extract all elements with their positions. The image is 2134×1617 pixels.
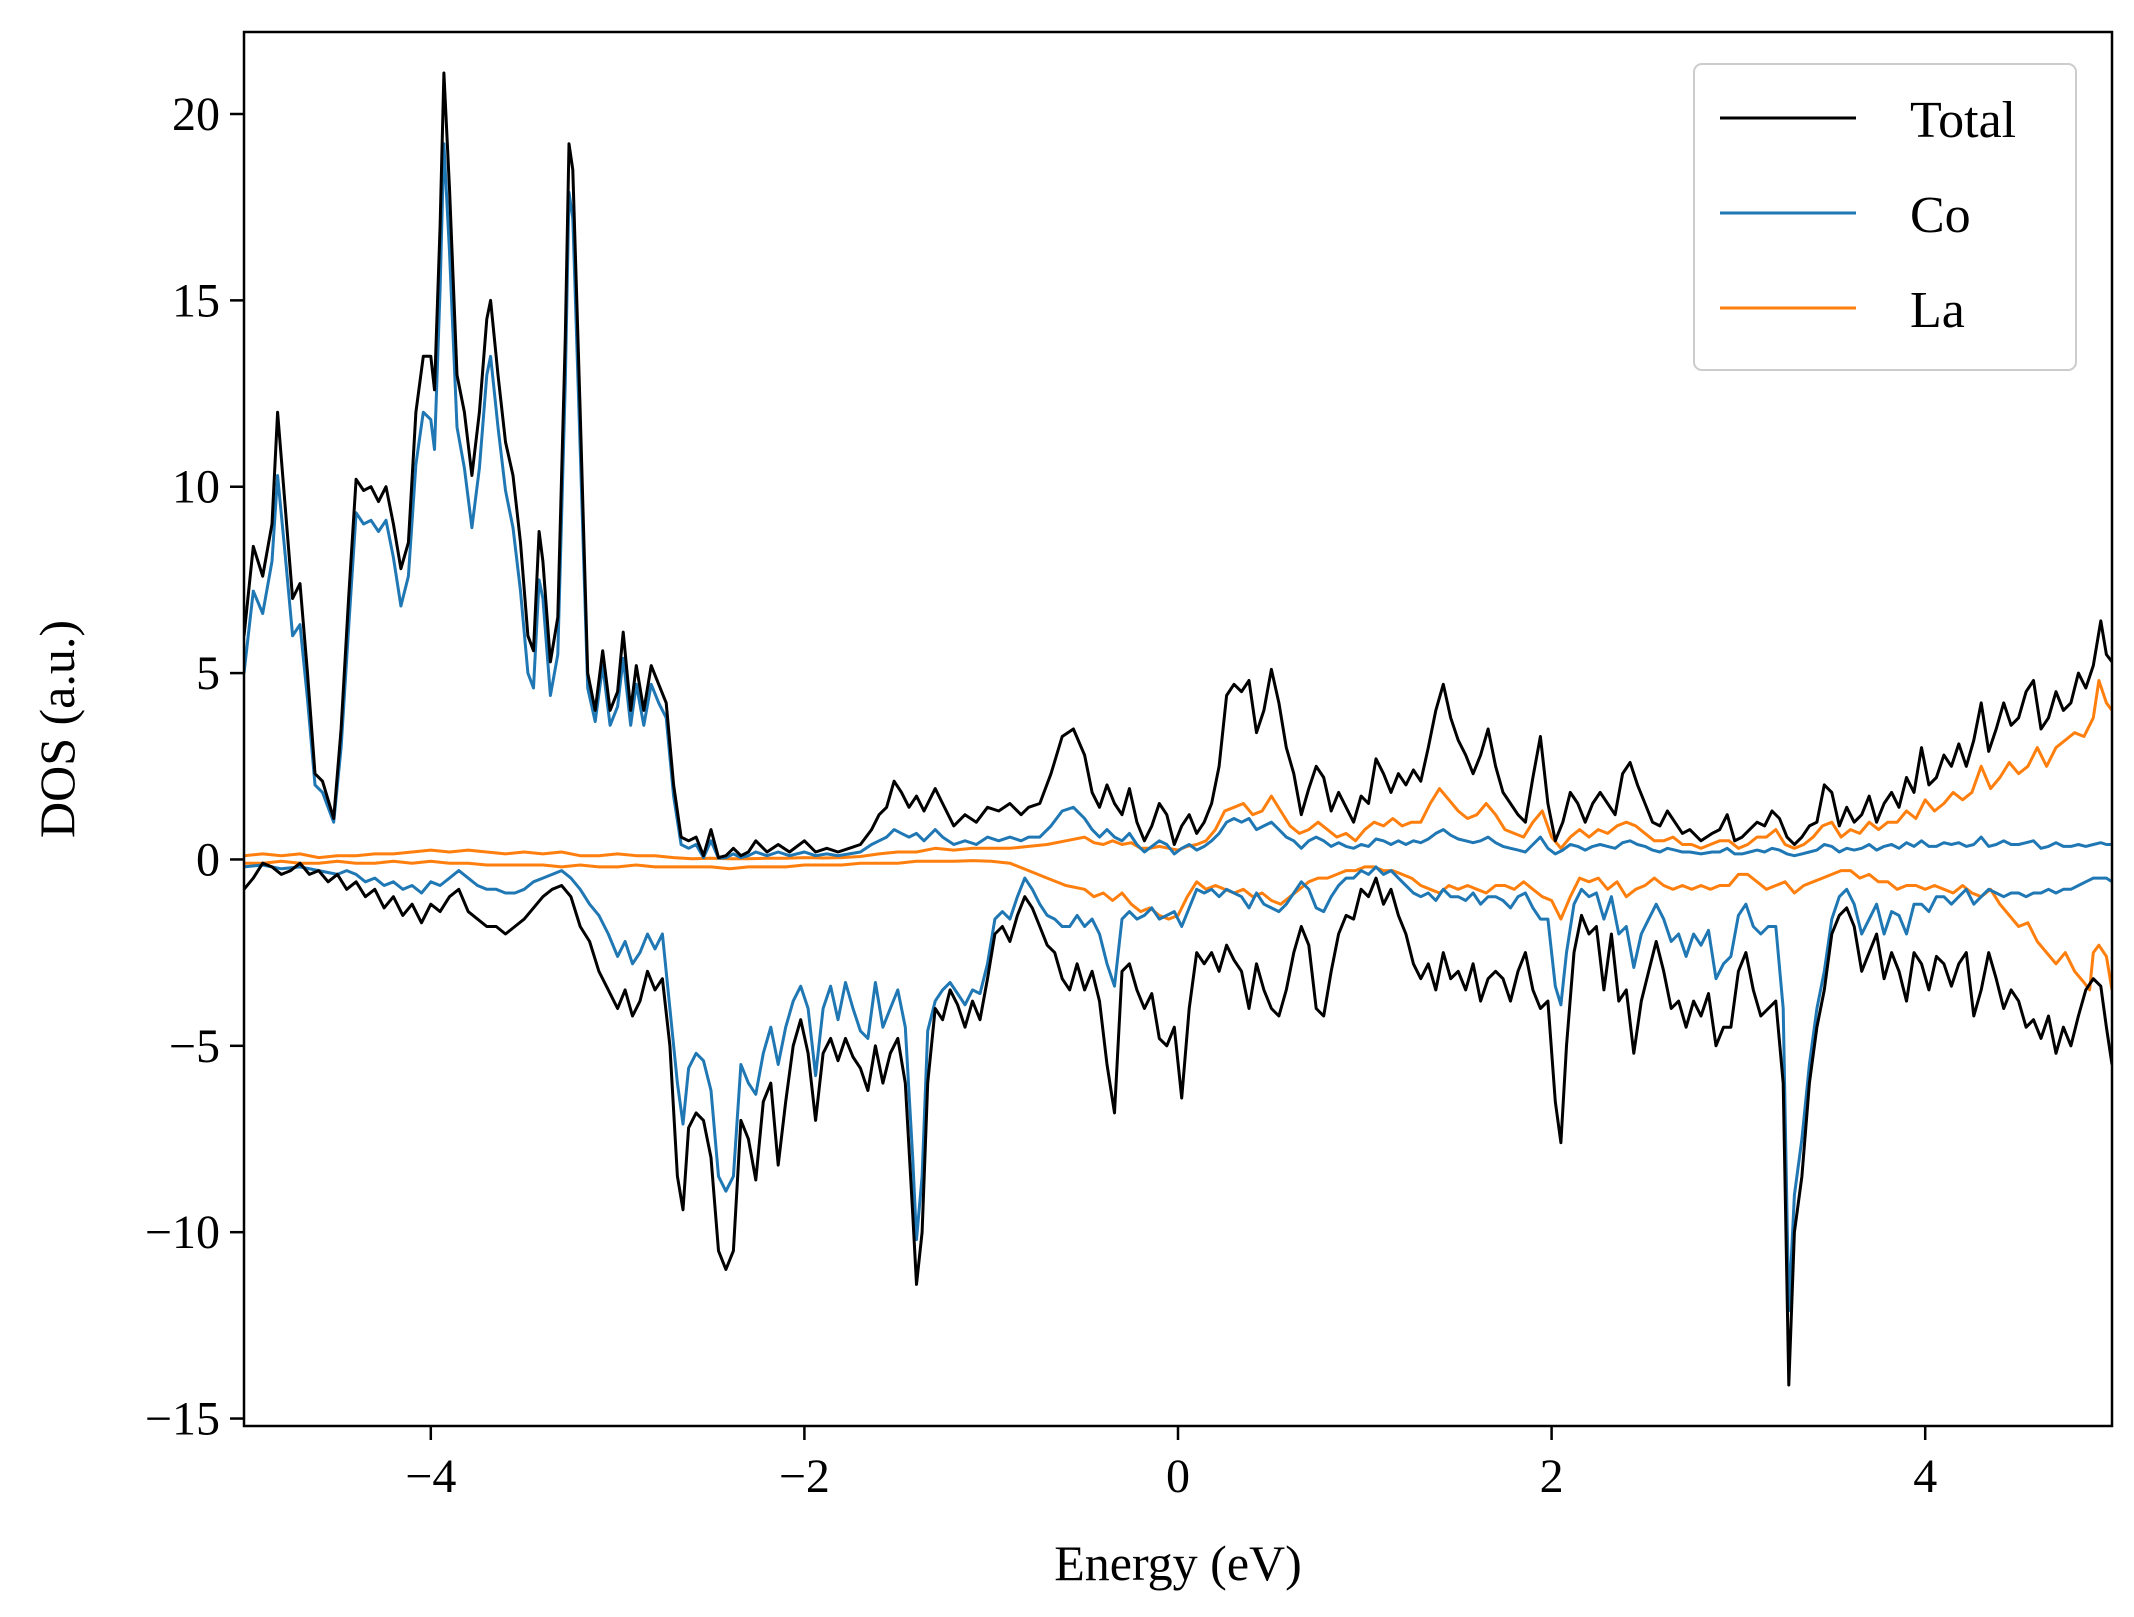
series-la-spin-up — [244, 679, 2112, 861]
y-tick-label: 20 — [172, 88, 220, 141]
y-tick-label: 15 — [172, 274, 220, 327]
x-tick-label: 4 — [1913, 1450, 1937, 1503]
x-tick-label: −4 — [405, 1450, 456, 1503]
y-tick-label: 5 — [196, 647, 220, 700]
y-tick-label: −15 — [145, 1393, 220, 1446]
y-axis-label: DOS (a.u.) — [29, 620, 85, 838]
y-tick-label: 10 — [172, 461, 220, 514]
series-total-spin-down — [244, 861, 2112, 1387]
legend-label-co: Co — [1910, 187, 1971, 244]
x-axis: −4 −2 0 2 4 — [405, 1426, 1937, 1503]
y-tick-label: 0 — [196, 833, 220, 886]
series-co-spin-down — [244, 863, 2112, 1312]
y-axis: −15 −10 −5 0 5 10 15 20 — [145, 88, 244, 1446]
x-tick-label: 2 — [1540, 1450, 1564, 1503]
series-la-spin-down — [244, 859, 2112, 992]
legend: Total Co La — [1693, 63, 2077, 371]
series-layer — [244, 71, 2112, 1387]
legend-label-la: La — [1910, 282, 1965, 339]
x-tick-label: 0 — [1166, 1450, 1190, 1503]
y-tick-label: −10 — [145, 1206, 220, 1259]
x-axis-label: Energy (eV) — [1054, 1535, 1302, 1591]
legend-box — [1693, 63, 2077, 371]
x-tick-label: −2 — [779, 1450, 830, 1503]
y-tick-label: −5 — [169, 1020, 220, 1073]
series-total-spin-up — [244, 71, 2112, 860]
series-co-spin-up — [244, 142, 2112, 860]
legend-label-total: Total — [1910, 92, 2016, 149]
